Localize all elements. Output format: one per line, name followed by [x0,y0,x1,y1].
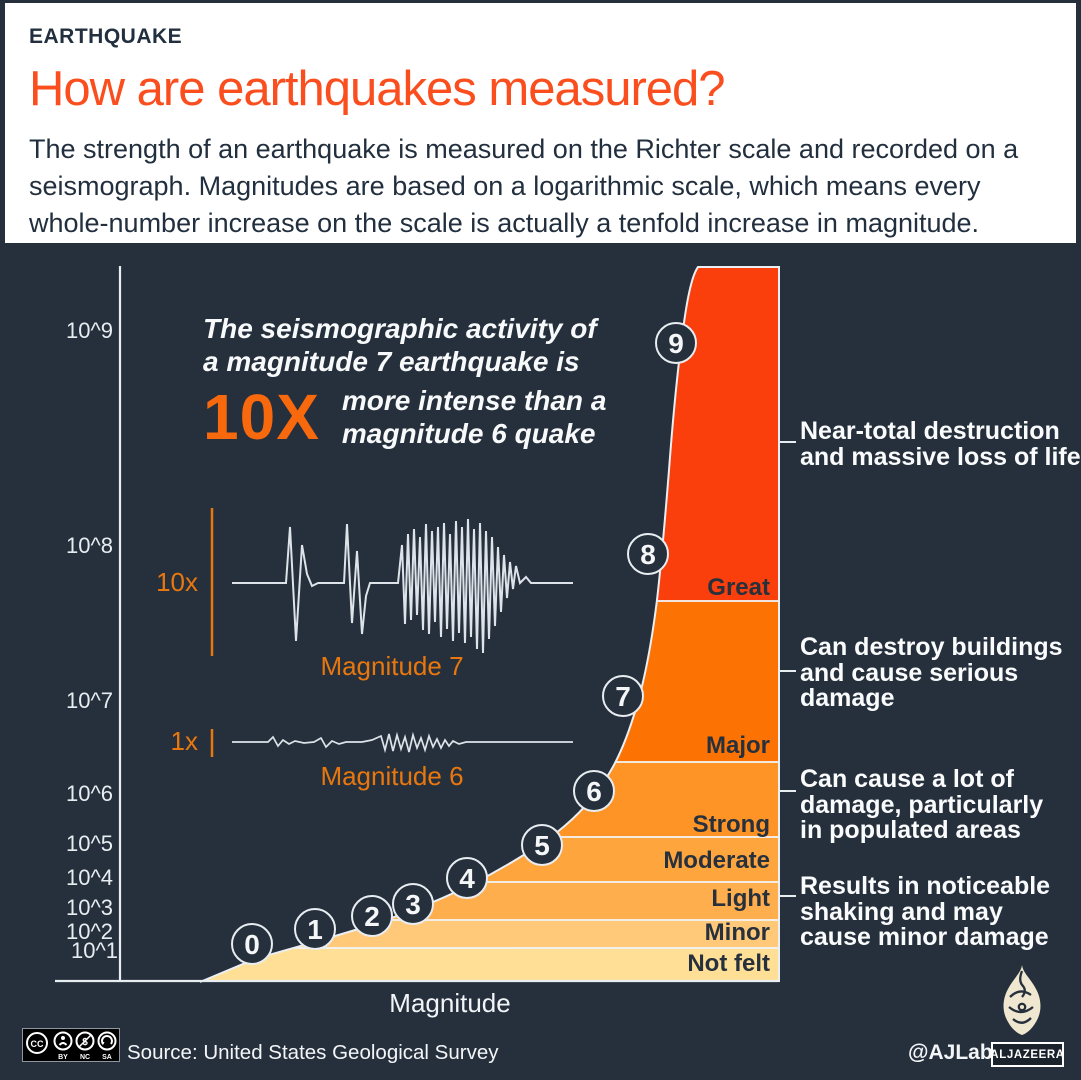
annotation-line: Can cause a lot of [800,765,1014,793]
band-major [200,601,779,762]
magnitude-marker-9: 9 [655,322,697,364]
mag7-scale-label: 10x [156,567,198,597]
annotation-line: Results in noticeable [800,872,1051,900]
band-label-moderate: Moderate [663,847,770,874]
y-tick-10e3: 10^3 [66,895,113,920]
magnitude-marker-0: 0 [231,923,273,965]
callout-line1: The seismographic activity of [203,313,597,344]
svg-text:3: 3 [405,889,421,920]
source-credit: Source: United States Geological Survey [127,1041,499,1064]
header: EARTHQUAKE How are earthquakes measured?… [5,3,1076,243]
mag7-waveform [232,518,573,654]
mag7-name-label: Magnitude 7 [320,651,463,681]
aljazeera-flame-icon [999,963,1045,1041]
annotation-line: Near-total destruction [800,417,1060,445]
y-tick-10e4: 10^4 [66,865,113,890]
band-label-great: Great [707,574,770,601]
band-not-felt [200,948,779,982]
cc-icon [26,1032,48,1054]
x-axis-label: Magnitude [389,988,510,1018]
annotation-destruction: Near-total destruction and massive loss … [800,417,1081,471]
page-title: How are earthquakes measured? [29,62,726,116]
svg-text:NC: NC [80,1054,90,1061]
annotation-tick-1 [779,441,796,443]
svg-text:1: 1 [307,914,323,945]
annotation-line: and cause serious [800,658,1019,687]
y-tick-10e6: 10^6 [66,781,113,806]
aljazeera-logo-text: ALJAZEERA [990,1048,1065,1061]
cc-sa-icon: SA [97,1031,117,1061]
svg-text:CC: CC [31,1039,44,1049]
svg-text:$: $ [82,1037,88,1048]
svg-text:7: 7 [615,681,631,712]
ajlabs-handle: @AJLabs [908,1041,1005,1064]
y-tick-10e1: 10^1 [71,938,118,963]
cc-by-icon: BY [53,1031,73,1061]
annotation-line: in populated areas [800,816,1021,844]
svg-text:5: 5 [534,830,550,861]
mag6-name-label: Magnitude 6 [320,761,463,791]
annotation-tick-2 [779,670,796,672]
band-labels: Great Major Strong Moderate Light Minor … [663,574,770,977]
kicker-label: EARTHQUAKE [29,25,183,48]
annotation-line: damage, particularly [800,790,1044,819]
annotation-tick-3 [779,790,796,792]
annotation-line: Can destroy buildings [800,633,1063,661]
svg-text:SA: SA [102,1054,112,1061]
magnitude-marker-6: 6 [573,770,615,812]
y-tick-10e9: 10^9 [66,318,113,343]
annotation-line: damage [800,684,895,712]
annotation-line: shaking and may [800,897,1003,926]
magnitude-marker-8: 8 [627,533,669,575]
annotation-tick-4 [779,895,796,897]
svg-text:BY: BY [58,1054,68,1061]
magnitude-marker-7: 7 [602,675,644,717]
annotation-noticeable-shaking: Results in noticeable shaking and may ca… [800,872,1051,951]
magnitude-marker-5: 5 [521,824,563,866]
svg-text:9: 9 [668,328,684,359]
svg-text:4: 4 [459,863,475,894]
band-label-major: Major [706,732,770,759]
band-label-minor: Minor [705,919,770,946]
svg-text:6: 6 [586,776,602,807]
y-tick-labels: 10^9 10^8 10^7 10^6 10^5 10^4 10^3 10^2 … [66,318,118,963]
band-label-strong: Strong [693,811,770,838]
mag6-scale-label: 1x [171,726,198,756]
annotation-line: cause minor damage [800,923,1049,951]
svg-text:2: 2 [364,901,380,932]
annotation-line: and massive loss of life [800,442,1081,471]
magnitude-marker-2: 2 [351,895,393,937]
svg-text:8: 8 [640,539,656,570]
aljazeera-logo-box: ALJAZEERA [990,1042,1065,1067]
svg-text:0: 0 [244,929,260,960]
callout-multiplier: 10X [203,381,320,453]
y-tick-10e2: 10^2 [66,919,113,944]
callout-line4: magnitude 6 quake [341,418,596,449]
cc-nc-icon: $ NC [75,1031,95,1061]
callout-line3: more intense than a [341,385,607,416]
intro-description: The strength of an earthquake is measure… [29,134,1019,238]
intensity-callout: The seismographic activity of a magnitud… [203,312,606,450]
cc-license-badge: CC BY $ NC SA [22,1028,120,1062]
y-tick-10e5: 10^5 [66,831,113,856]
cc-license-icons: CC BY $ NC SA [26,1031,117,1061]
callout-line2: a magnitude 7 earthquake is [203,346,580,377]
magnitude-marker-1: 1 [294,908,336,950]
annotation-destroy-buildings: Can destroy buildings and cause serious … [800,633,1063,712]
band-label-not-felt: Not felt [687,950,770,977]
magnitude-marker-4: 4 [446,857,488,899]
y-tick-10e7: 10^7 [66,688,113,713]
magnitude-marker-3: 3 [392,883,434,925]
band-label-light: Light [711,885,770,912]
magnitude-markers: 0 1 2 3 4 5 6 [231,322,697,965]
mag6-waveform [232,731,573,754]
y-tick-10e8: 10^8 [66,533,113,558]
annotation-lot-of-damage: Can cause a lot of damage, particularly … [800,765,1044,844]
